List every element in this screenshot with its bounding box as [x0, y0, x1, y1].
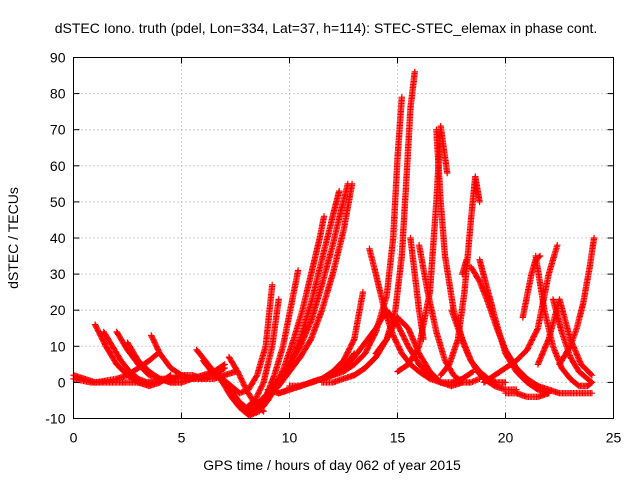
series-41	[502, 390, 552, 400]
x-tick-label: 0	[70, 430, 78, 446]
series-16-plus-marks	[225, 353, 267, 415]
chart-title: dSTEC Iono. truth (pdel, Lon=334, Lat=37…	[55, 20, 598, 36]
series-3-plus-marks	[100, 328, 159, 386]
y-tick-label: 70	[50, 122, 66, 138]
series-37	[532, 252, 596, 390]
y-tick-label: 60	[50, 158, 66, 174]
y-tick-label: 10	[50, 338, 66, 354]
series-28	[415, 242, 483, 386]
series-32-plus-marks	[459, 256, 470, 278]
series-40-plus-marks	[556, 234, 598, 368]
series-40	[556, 234, 598, 368]
series-21-plus-marks	[329, 94, 405, 379]
y-tick-label: 80	[50, 86, 66, 102]
y-tick-label: 0	[58, 374, 66, 390]
series-3	[100, 328, 159, 386]
y-tick-label: 40	[50, 230, 66, 246]
y-tick-label: -10	[45, 411, 65, 427]
x-axis: 0 5 10 15 20 25	[70, 57, 622, 446]
series-31	[437, 173, 483, 379]
data-marks	[70, 68, 598, 419]
y-axis: -10 0 10 20 30 40 50 60 70 80 90	[45, 50, 614, 427]
series-37-plus-marks	[532, 252, 596, 390]
x-tick-label: 5	[178, 430, 186, 446]
x-axis-label: GPS time / hours of day 062 of year 2015	[203, 457, 461, 473]
y-tick-label: 90	[50, 50, 66, 66]
x-tick-label: 20	[498, 430, 514, 446]
x-tick-label: 15	[390, 430, 406, 446]
series-14-plus-marks	[243, 180, 351, 415]
y-tick-label: 20	[50, 302, 66, 318]
series-14	[243, 180, 351, 415]
y-tick-label: 50	[50, 194, 66, 210]
y-tick-label: 30	[50, 266, 66, 282]
series-16	[225, 353, 267, 415]
series-28-plus-marks	[415, 242, 483, 386]
series-41-plus-marks	[502, 390, 552, 400]
series-32	[459, 256, 470, 278]
series-21	[329, 94, 405, 379]
x-tick-label: 10	[282, 430, 298, 446]
y-axis-label: dSTEC / TECUs	[5, 187, 21, 289]
series-31-plus-marks	[437, 173, 483, 379]
x-tick-label: 25	[606, 430, 622, 446]
